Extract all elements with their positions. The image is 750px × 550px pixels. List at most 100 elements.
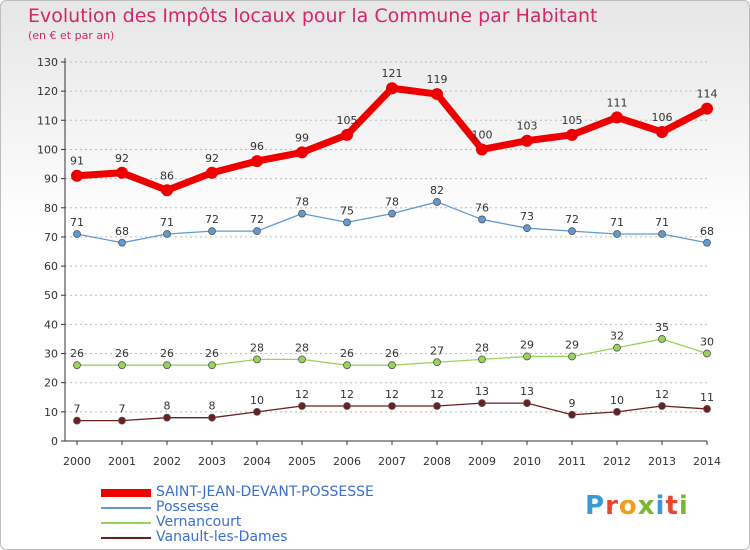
data-point	[73, 361, 81, 370]
data-point	[701, 102, 713, 115]
data-point	[208, 361, 216, 370]
data-point	[658, 230, 666, 238]
data-point	[703, 238, 711, 247]
x-tick-label: 2010	[513, 455, 541, 468]
data-label: 12	[430, 388, 444, 401]
data-label: 72	[250, 213, 264, 226]
data-point	[478, 215, 486, 224]
data-point	[208, 413, 216, 422]
data-label: 8	[164, 400, 171, 413]
data-label: 11	[700, 391, 714, 404]
data-point	[433, 358, 441, 367]
legend-swatch	[101, 507, 151, 509]
data-point	[613, 230, 621, 238]
data-point	[343, 361, 351, 370]
data-point	[523, 224, 531, 233]
data-label: 75	[340, 204, 354, 217]
data-label: 71	[655, 216, 669, 229]
data-label: 13	[475, 385, 489, 398]
data-label: 7	[74, 403, 81, 416]
data-point	[298, 402, 306, 410]
data-point	[478, 399, 486, 408]
data-label: 9	[569, 397, 576, 410]
x-tick-label: 2008	[423, 455, 451, 468]
legend-swatch	[101, 489, 151, 497]
y-tick-label: 40	[44, 318, 58, 331]
data-point	[433, 402, 441, 410]
x-tick-label: 2005	[288, 455, 316, 468]
data-point	[433, 198, 441, 206]
data-point	[298, 355, 306, 364]
data-label: 114	[697, 88, 718, 101]
data-point	[73, 416, 81, 425]
data-label: 29	[520, 338, 534, 351]
data-point	[566, 128, 578, 141]
x-tick-label: 2011	[558, 455, 586, 468]
data-label: 32	[610, 330, 624, 343]
data-label: 92	[115, 152, 129, 165]
data-label: 72	[565, 213, 579, 226]
data-label: 105	[562, 114, 583, 127]
legend-label: SAINT-JEAN-DEVANT-POSSESSE	[156, 484, 374, 500]
y-tick-label: 60	[44, 260, 58, 273]
data-label: 71	[160, 216, 174, 229]
y-tick-label: 90	[44, 173, 58, 186]
data-point	[118, 238, 126, 247]
y-tick-label: 50	[44, 289, 58, 302]
data-point	[298, 209, 306, 218]
data-point	[343, 218, 351, 227]
legend-item: SAINT-JEAN-DEVANT-POSSESSE	[101, 485, 421, 500]
data-label: 92	[205, 152, 219, 165]
data-point	[253, 227, 261, 235]
data-label: 68	[115, 225, 129, 238]
data-point	[253, 355, 261, 364]
x-tick-label: 2001	[108, 455, 136, 468]
data-label: 26	[385, 347, 399, 360]
data-point	[161, 184, 173, 197]
data-label: 29	[565, 338, 579, 351]
data-point	[341, 128, 353, 141]
data-label: 111	[607, 96, 628, 109]
data-label: 82	[430, 184, 444, 197]
legend-label: Vernancourt	[156, 514, 242, 530]
chart-title: Evolution des Impôts locaux pour la Comm…	[28, 5, 598, 27]
data-point	[476, 143, 488, 156]
data-point	[703, 405, 711, 413]
data-point	[523, 352, 531, 361]
x-tick-label: 2004	[243, 455, 271, 468]
data-point	[656, 125, 668, 138]
y-tick-label: 110	[37, 114, 58, 127]
data-label: 12	[385, 388, 399, 401]
legend-label: Possesse	[156, 499, 219, 515]
logo-letter: t	[665, 491, 679, 521]
data-point	[523, 399, 531, 408]
y-tick-label: 10	[44, 406, 58, 419]
data-label: 13	[520, 385, 534, 398]
data-label: 68	[700, 225, 714, 238]
data-label: 119	[427, 73, 448, 86]
data-label: 26	[115, 347, 129, 360]
data-point	[118, 361, 126, 370]
x-tick-label: 2003	[198, 455, 226, 468]
data-label: 121	[382, 67, 403, 80]
legend-item: Possesse	[101, 500, 421, 515]
data-point	[296, 146, 308, 159]
data-label: 28	[475, 341, 489, 354]
data-point	[568, 227, 576, 235]
logo-letter: P	[585, 491, 606, 521]
x-tick-label: 2014	[693, 455, 721, 468]
data-point	[568, 410, 576, 419]
data-point	[431, 88, 443, 101]
data-label: 8	[209, 400, 216, 413]
data-point	[253, 407, 261, 416]
data-label: 26	[70, 347, 84, 360]
legend-swatch	[101, 537, 151, 539]
data-label: 30	[700, 336, 714, 349]
x-tick-label: 2007	[378, 455, 406, 468]
x-tick-label: 2000	[63, 455, 91, 468]
data-label: 76	[475, 201, 489, 214]
proxiti-logo: Proxiti	[585, 491, 689, 521]
x-tick-label: 2006	[333, 455, 361, 468]
y-tick-label: 20	[44, 377, 58, 390]
